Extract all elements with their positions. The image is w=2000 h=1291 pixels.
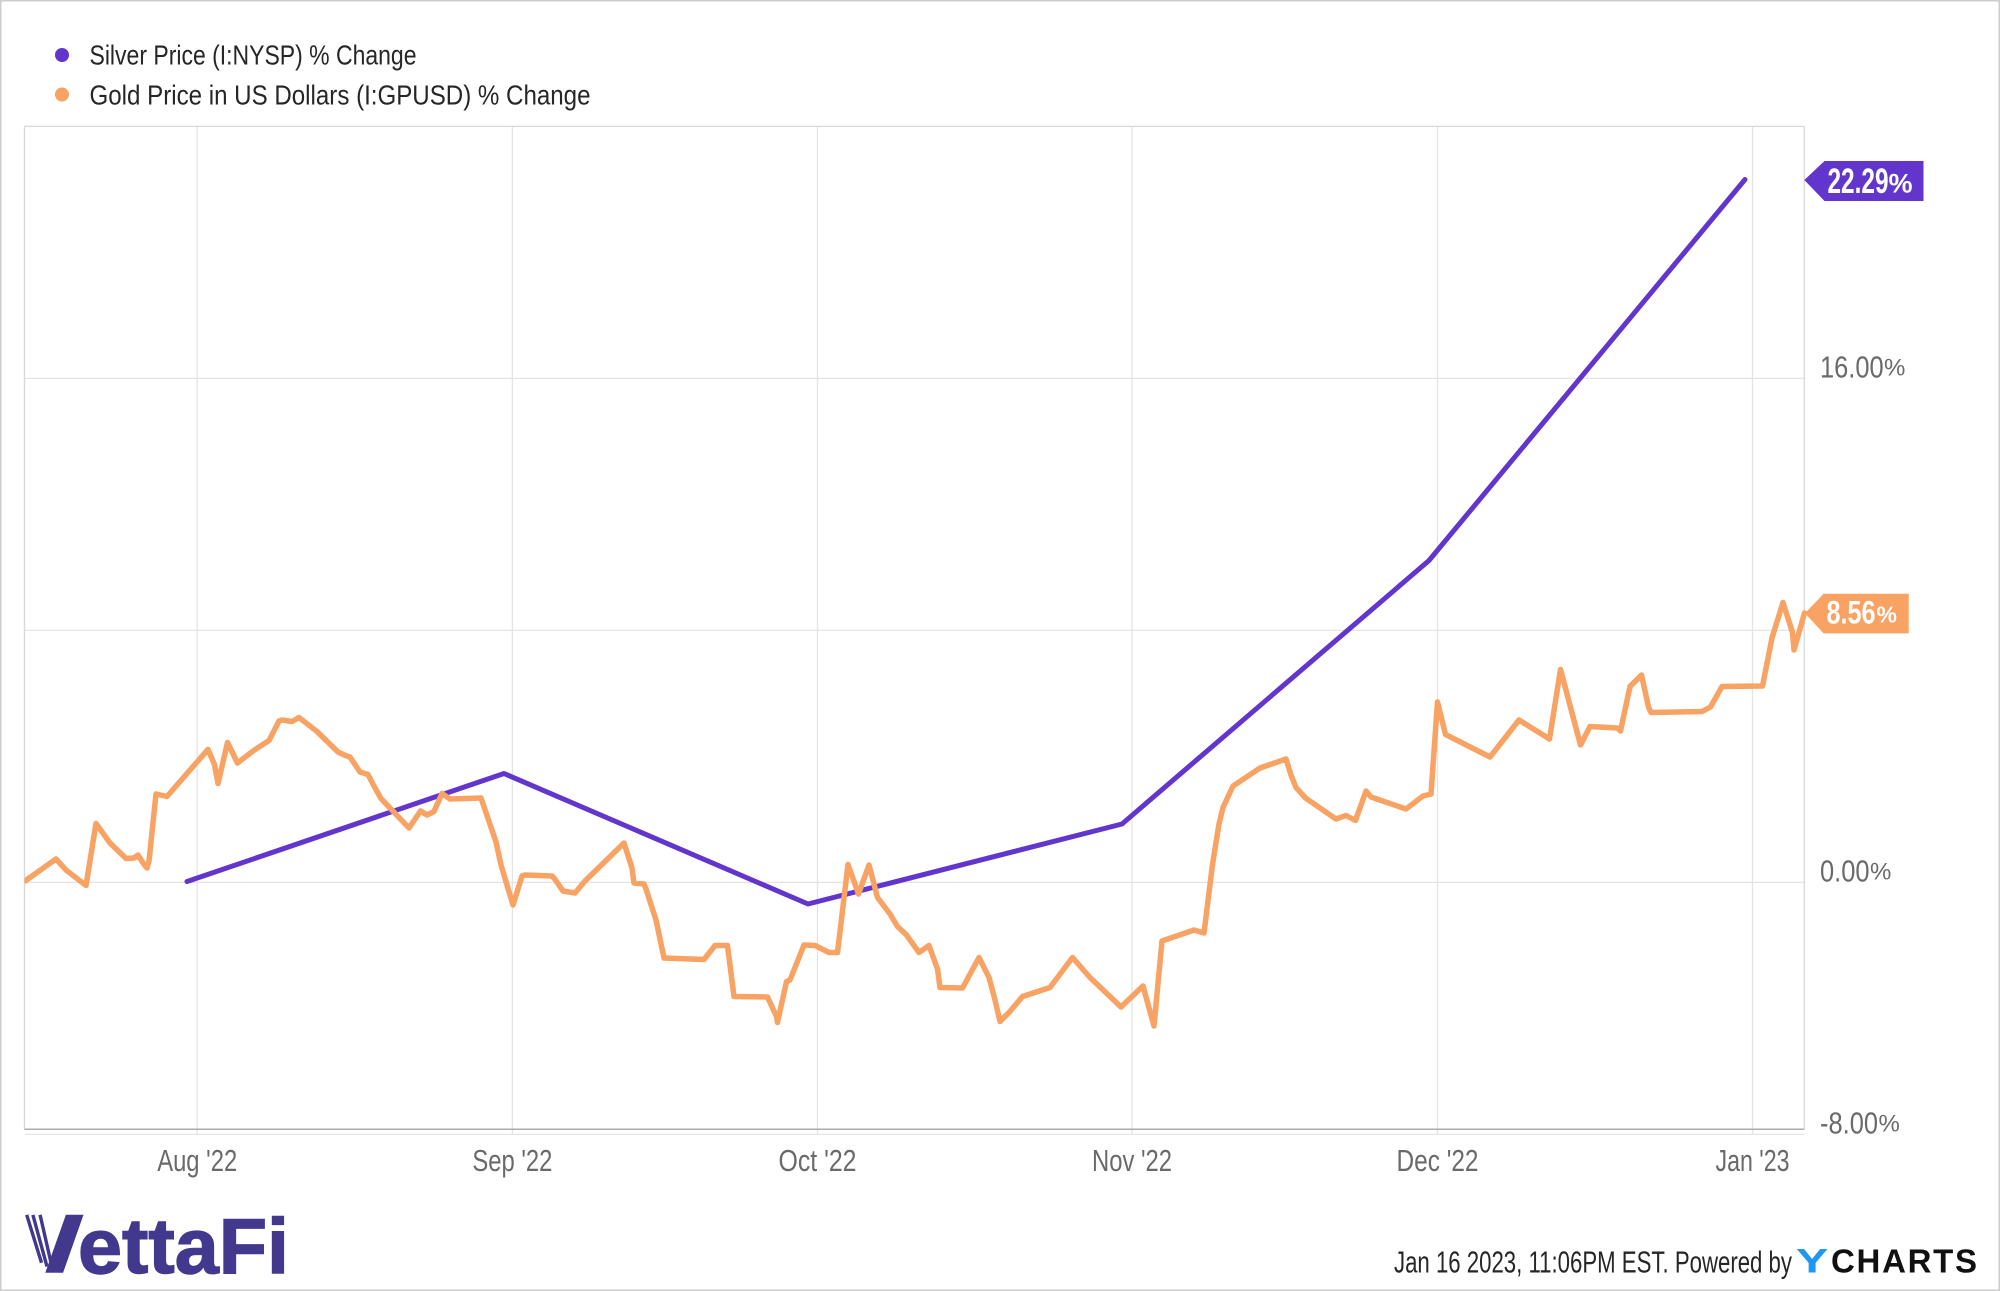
svg-text:Y: Y (1796, 1242, 1828, 1280)
svg-text:16.00: 16.00 (1820, 349, 1884, 384)
svg-text:Dec '22: Dec '22 (1397, 1143, 1479, 1178)
svg-text:Aug '22: Aug '22 (157, 1143, 237, 1178)
svg-text:%: % (1879, 1110, 1900, 1137)
svg-text:%: % (1884, 354, 1905, 381)
svg-text:%: % (1870, 858, 1891, 885)
svg-text:0.00: 0.00 (1820, 853, 1870, 888)
svg-text:22.29: 22.29 (1828, 162, 1889, 201)
svg-text:Gold Price in US Dollars (I:GP: Gold Price in US Dollars (I:GPUSD) % Cha… (90, 79, 591, 110)
svg-text:CHARTS: CHARTS (1831, 1243, 1977, 1280)
svg-text:Nov '22: Nov '22 (1092, 1143, 1172, 1178)
svg-text:Silver Price (I:NYSP) % Change: Silver Price (I:NYSP) % Change (90, 40, 417, 71)
svg-text:ettaFi: ettaFi (78, 1202, 289, 1290)
svg-text:Jan '23: Jan '23 (1716, 1143, 1790, 1178)
svg-text:Jan 16 2023, 11:06PM EST. Powe: Jan 16 2023, 11:06PM EST. Powered by (1394, 1245, 1792, 1280)
svg-text:Oct '22: Oct '22 (779, 1143, 857, 1178)
svg-text:8.56: 8.56 (1827, 595, 1876, 631)
svg-text:%: % (1889, 169, 1913, 199)
svg-text:Sep '22: Sep '22 (472, 1143, 552, 1178)
svg-text:%: % (1877, 602, 1897, 628)
svg-text:-8.00: -8.00 (1820, 1105, 1878, 1140)
